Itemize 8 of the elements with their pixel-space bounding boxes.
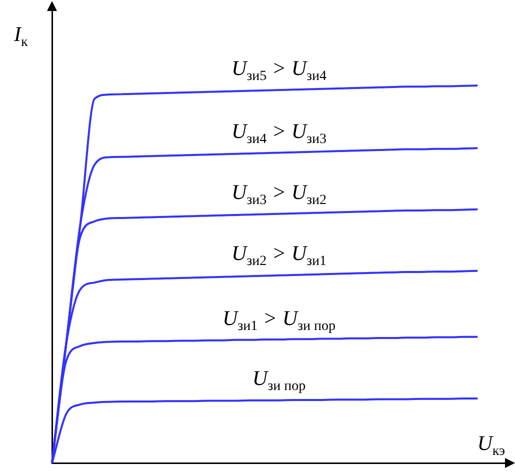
x-axis-title: U$_{кэ}$ <box>477 431 505 460</box>
series-label: U$_{зи1}$ > U$_{зи пор}$ <box>222 305 336 334</box>
series-label: U$_{зи5}$ > U$_{зи4}$ <box>231 56 327 84</box>
y-axis-title: I$_{к}$ <box>14 22 28 50</box>
series-label: U$_{зи4}$ > U$_{зи3}$ <box>231 118 327 147</box>
series-label: U$_{зи3}$ > U$_{зи2}$ <box>231 180 327 208</box>
series-label: U$_{зи2}$ > U$_{зи1}$ <box>231 241 327 270</box>
series-label: U$_{зи пор}$ <box>252 366 306 394</box>
